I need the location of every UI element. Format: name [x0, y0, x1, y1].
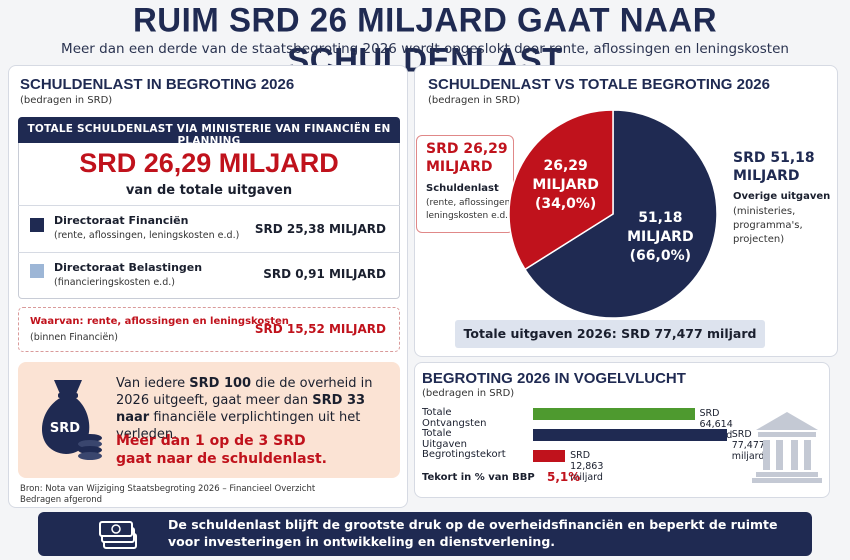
source-line: Bron: Nota van Wijziging Staatsbegroting…	[20, 484, 316, 494]
callout-text-bold: SRD 33 naar	[116, 393, 366, 425]
row-belastingen-amount: SRD 0,91 MILJARD	[263, 267, 386, 281]
debt-label-name: Schuldenlast	[426, 183, 499, 194]
bar-2	[533, 450, 566, 462]
waarvan-box	[18, 307, 400, 352]
other-label-detail: programma's,	[733, 220, 803, 231]
total-debt-header: TOTALE SCHULDENLAST VIA MINISTERIE VAN F…	[18, 117, 400, 147]
bar-value-label: SRD 12,863 miljard	[570, 450, 604, 483]
government-building-icon	[752, 408, 822, 484]
bar-panel-unit: (bedragen in SRD)	[422, 388, 515, 399]
pie-slice-label-other: MILJARD	[627, 229, 694, 245]
total-debt-amount: SRD 26,29 MILJARD	[79, 148, 339, 178]
callout-text-part: Van iedere	[116, 376, 190, 391]
footer-banner	[38, 512, 812, 556]
pie-chart: 51,18 MILJARD (66,0%) 26,29 MILJARD (34,0%)	[508, 109, 718, 319]
waarvan-label: Waarvan: rente, aflossingen en leningsko…	[30, 316, 289, 327]
row-financien-name: Directoraat Financiën	[54, 214, 189, 227]
bar-panel-title: BEGROTING 2026 IN VOGELVLUCHT	[422, 370, 686, 387]
tekort-label: Tekort in % van BBP	[422, 472, 535, 483]
pie-slice-debt	[508, 109, 614, 271]
debt-label-unit: MILJARD	[426, 159, 493, 175]
row-financien-detail: (rente, aflossingen, leningskosten e.d.)	[54, 230, 240, 241]
pie-slice-label-debt: MILJARD	[532, 177, 599, 193]
tekort-value: 5,1%	[547, 470, 581, 484]
total-expenditure-bar: Totale uitgaven 2026: SRD 77,477 miljard	[455, 320, 765, 348]
rounding-note: Bedragen afgerond	[20, 495, 102, 505]
debt-panel-title: SCHULDENLAST IN BEGROTING 2026	[20, 76, 295, 93]
footer-line-1: De schuldenlast blijft de grootste druk …	[168, 517, 778, 532]
legend-swatch-belastingen	[30, 264, 44, 278]
pie-slice-label-other: (66,0%)	[630, 248, 691, 264]
money-stack-icon	[98, 516, 142, 552]
money-bag-icon: SRD	[30, 372, 106, 462]
row-belastingen-name: Directoraat Belastingen	[54, 261, 203, 274]
row-financien-amount: SRD 25,38 MILJARD	[254, 222, 386, 236]
callout-text: Van iedere SRD 100 die de overheid in 20…	[116, 375, 388, 443]
bar-category-label: Totale Uitgaven	[422, 428, 467, 450]
debt-panel-unit: (bedragen in SRD)	[20, 95, 113, 106]
callout-text-part: die de overheid in 2026 uitgeeft, gaat m…	[116, 376, 373, 408]
callout-highlight-2: gaat naar de schuldenlast.	[116, 451, 327, 467]
divider	[18, 205, 400, 206]
bar-0	[533, 408, 695, 420]
pie-panel-unit: (bedragen in SRD)	[428, 95, 521, 106]
bar-1	[533, 429, 727, 441]
waarvan-amount: SRD 15,52 MILJARD	[254, 322, 386, 336]
callout-text-part: financiële verplichtingen uit het verled…	[116, 410, 361, 442]
pie-slice-label-debt: (34,0%)	[535, 196, 596, 212]
page-subtitle: Meer dan een derde van de staatsbegrotin…	[61, 41, 789, 57]
other-label-amount: SRD 51,18	[733, 150, 815, 166]
bar-value-label: SRD 77,477 miljard	[731, 429, 765, 462]
total-debt-caption: van de totale uitgaven	[125, 183, 293, 198]
pie-slice-label-other: 51,18	[638, 210, 682, 226]
other-label-unit: MILJARD	[733, 168, 800, 184]
footer-line-2: voor investeringen in ontwikkeling en di…	[168, 534, 556, 549]
other-label-detail: (ministeries,	[733, 206, 796, 217]
bar-category-label: Begrotingstekort	[422, 449, 506, 460]
waarvan-sub: (binnen Financiën)	[30, 332, 119, 343]
pie-panel-title: SCHULDENLAST VS TOTALE BEGROTING 2026	[428, 76, 770, 93]
divider	[18, 252, 400, 253]
callout-text-bold: SRD 100	[189, 376, 252, 391]
debt-label-box	[416, 135, 514, 233]
bar-category-label: Totale Ontvangsten	[422, 407, 487, 429]
other-label-name: Overige uitgaven	[733, 191, 831, 202]
pie-slice-other	[523, 109, 718, 319]
pie-slice-label-debt: 26,29	[544, 158, 588, 174]
callout-highlight-1: Meer dan 1 op de 3 SRD	[116, 433, 306, 449]
debt-label-detail: leningskosten e.d.)	[426, 211, 512, 221]
row-belastingen-detail: (financieringskosten e.d.)	[54, 277, 175, 288]
other-label-detail: projecten)	[733, 234, 785, 245]
legend-swatch-financien	[30, 218, 44, 232]
debt-label-amount: SRD 26,29	[426, 141, 508, 157]
page-title: RUIM SRD 26 MILJARD GAAT NAAR SCHULDENLA…	[132, 0, 718, 79]
debt-label-detail: (rente, aflossingen,	[426, 198, 514, 208]
money-bag-label: SRD	[50, 421, 80, 436]
